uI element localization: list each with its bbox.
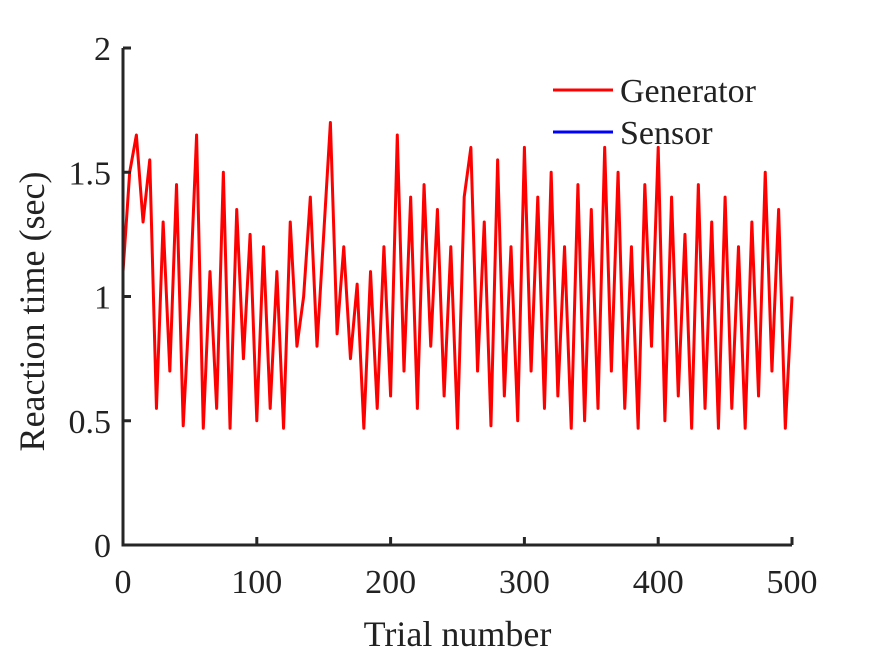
x-tick-label: 100 — [231, 564, 282, 601]
y-tick-label: 2 — [94, 31, 111, 68]
series-line-generator — [123, 123, 792, 429]
legend-label-generator: Generator — [620, 73, 757, 110]
x-tick-label: 0 — [115, 564, 132, 601]
y-axis-label: Reaction time (sec) — [12, 172, 52, 452]
x-tick-label: 300 — [499, 564, 550, 601]
x-axis-ticks: 0 100 200 300 400 500 — [115, 537, 818, 601]
legend-label-sensor: Sensor — [620, 115, 713, 152]
legend: Generator Sensor — [553, 73, 757, 152]
y-tick-label: 0 — [94, 528, 111, 565]
y-tick-label: 1.5 — [69, 155, 112, 192]
series-layer — [123, 123, 792, 429]
y-tick-label: 1 — [94, 280, 111, 317]
x-tick-label: 400 — [633, 564, 684, 601]
x-axis-label: Trial number — [364, 614, 552, 654]
x-tick-label: 200 — [365, 564, 416, 601]
y-tick-label: 0.5 — [69, 404, 112, 441]
x-tick-label: 500 — [767, 564, 818, 601]
